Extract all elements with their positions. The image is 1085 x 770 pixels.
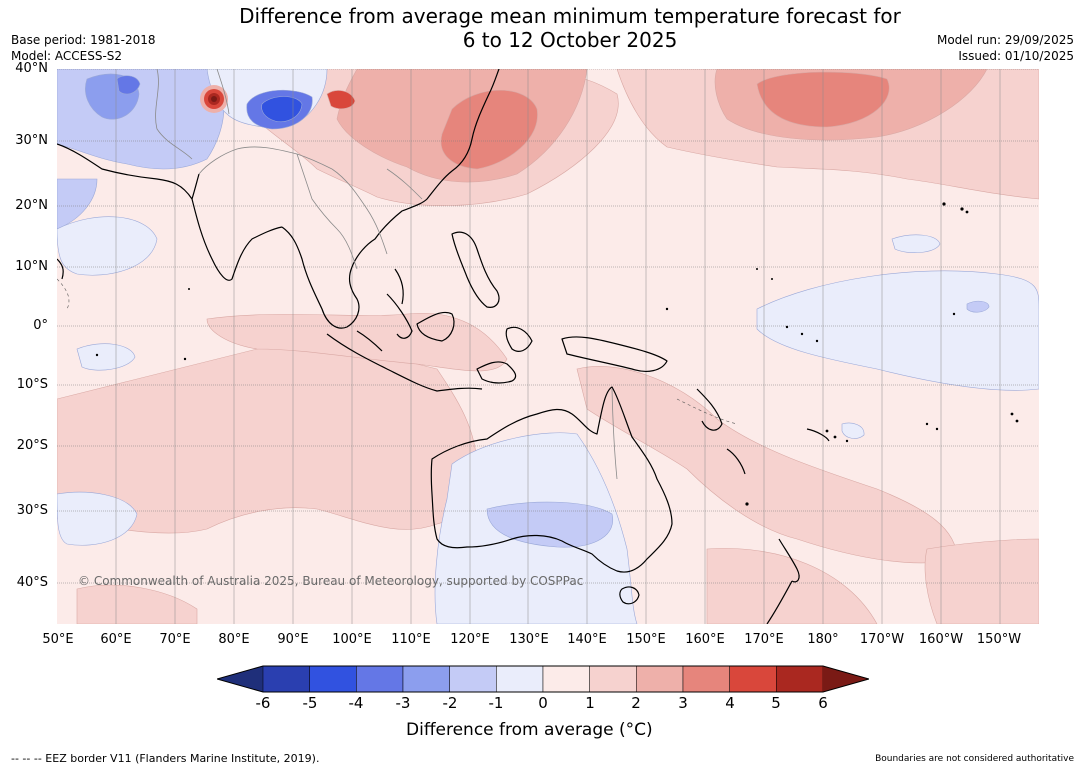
colorbar-tick-neg3: -3 (395, 694, 411, 712)
colorbar-tick-1: 1 (585, 694, 595, 712)
metadata-right: Model run: 29/09/2025 Issued: 01/10/2025 (937, 32, 1074, 64)
lon-label-180: 180° (807, 632, 839, 647)
colorbar-cell (589, 665, 637, 693)
metadata-left: Base period: 1981-2018 Model: ACCESS-S2 (11, 32, 156, 64)
lon-label-150w: 150°W (976, 632, 1022, 647)
lat-label-20s: 20°S (16, 438, 48, 453)
lon-label-50e: 50°E (42, 632, 74, 647)
eez-legend-note: -- -- -- EEZ border V11 (Flanders Marine… (11, 752, 320, 765)
lon-label-140e: 140°E (567, 632, 607, 647)
colorbar-cells (262, 665, 824, 693)
colorbar-cell (449, 665, 497, 693)
colorbar-cell (262, 665, 310, 693)
colorbar-cell (309, 665, 357, 693)
country-borders (155, 69, 618, 480)
colorbar-cell (356, 665, 404, 693)
colorbar-cell (542, 665, 590, 693)
lat-label-10s: 10°S (16, 377, 48, 392)
lon-label-170e: 170°E (744, 632, 784, 647)
issued-date: Issued: 01/10/2025 (958, 49, 1074, 63)
colorbar-tick-5: 5 (771, 694, 781, 712)
lon-label-110e: 110°E (391, 632, 431, 647)
boundary-disclaimer: Boundaries are not considered authoritat… (875, 754, 1074, 764)
colorbar-cell (729, 665, 777, 693)
lon-label-150e: 150°E (626, 632, 666, 647)
hotspot-marker (200, 85, 228, 113)
title-line-2: 6 to 12 October 2025 (462, 28, 678, 52)
lat-label-0: 0° (33, 318, 48, 333)
colorbar-cell (402, 665, 450, 693)
colorbar-cell (682, 665, 730, 693)
map-svg (57, 69, 1039, 624)
lon-label-90e: 90°E (277, 632, 309, 647)
model-name: Model: ACCESS-S2 (11, 49, 123, 63)
chart-title: Difference from average mean minimum tem… (0, 4, 1085, 52)
colorbar-cell (636, 665, 684, 693)
cool-anomaly-regions (57, 69, 1039, 624)
colorbar-tick-neg5: -5 (302, 694, 318, 712)
colorbar-tick-6: 6 (818, 694, 828, 712)
colorbar-tick-4: 4 (725, 694, 735, 712)
colorbar-tick-2: 2 (631, 694, 641, 712)
colorbar (217, 665, 869, 693)
lat-label-40s: 40°S (16, 575, 48, 590)
lat-label-20n: 20°N (15, 198, 48, 213)
lon-label-160e: 160°E (685, 632, 725, 647)
colorbar-tick-neg2: -2 (442, 694, 458, 712)
gridlines (57, 69, 1039, 584)
lon-label-100e: 100°E (332, 632, 372, 647)
copyright-notice: © Commonwealth of Australia 2025, Bureau… (78, 574, 584, 588)
base-period: Base period: 1981-2018 (11, 33, 156, 47)
lon-label-60e: 60°E (100, 632, 132, 647)
colorbar-extend-low (217, 666, 263, 692)
map-panel (57, 69, 1039, 624)
lon-label-160w: 160°W (918, 632, 964, 647)
model-run: Model run: 29/09/2025 (936, 33, 1074, 47)
lon-label-80e: 80°E (218, 632, 250, 647)
lon-label-130e: 130°E (509, 632, 549, 647)
colorbar-outline (217, 665, 869, 693)
colorbar-extend-high (823, 666, 869, 692)
colorbar-cell (496, 665, 544, 693)
colorbar-tick-0: 0 (538, 694, 548, 712)
colorbar-cell (776, 665, 824, 693)
colorbar-tick-neg6: -6 (255, 694, 271, 712)
lat-label-40n: 40°N (15, 61, 48, 76)
colorbar-tick-neg1: -1 (488, 694, 504, 712)
colorbar-label: Difference from average (°C) (406, 720, 653, 740)
lat-label-30n: 30°N (15, 133, 48, 148)
colorbar-tick-3: 3 (678, 694, 688, 712)
title-line-1: Difference from average mean minimum tem… (239, 4, 901, 28)
eez-borders (57, 278, 738, 425)
lon-label-120e: 120°E (450, 632, 490, 647)
lat-label-10n: 10°N (15, 259, 48, 274)
pacific-islands (95, 202, 1019, 506)
colorbar-tick-neg4: -4 (348, 694, 364, 712)
coastlines (57, 69, 830, 624)
meridians (115, 69, 1001, 624)
lon-label-70e: 70°E (159, 632, 191, 647)
lon-label-170w: 170°W (859, 632, 905, 647)
lat-label-30s: 30°S (16, 503, 48, 518)
